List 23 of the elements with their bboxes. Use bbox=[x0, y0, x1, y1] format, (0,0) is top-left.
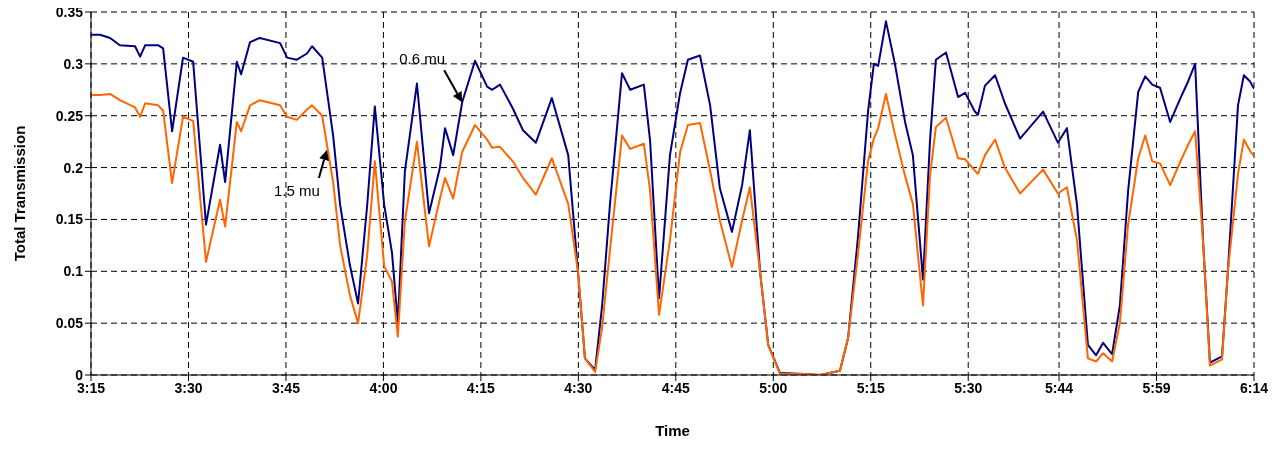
y-tick-label: 0.15 bbox=[55, 211, 84, 228]
x-tick-label: 5:59 bbox=[1142, 379, 1171, 396]
y-tick-label: 0.35 bbox=[55, 3, 84, 20]
annotation: 0.6 mu bbox=[399, 50, 446, 68]
y-tick-label: 0.3 bbox=[63, 55, 84, 72]
y-tick-label: 0.1 bbox=[63, 263, 84, 280]
x-tick-label: 4:45 bbox=[661, 379, 691, 396]
x-tick-label: 4:30 bbox=[564, 379, 593, 396]
x-tick-label: 5:30 bbox=[954, 379, 983, 396]
x-tick-label: 4:15 bbox=[466, 379, 496, 396]
x-tick-label: 4:00 bbox=[369, 379, 398, 396]
x-tick-label: 3:30 bbox=[174, 379, 203, 396]
y-tick-label: 0.25 bbox=[55, 107, 84, 124]
x-tick-label: 6:14 bbox=[1239, 379, 1269, 396]
x-axis-title: Time bbox=[655, 422, 690, 439]
x-tick-label: 5:44 bbox=[1045, 379, 1074, 396]
x-tick-label: 3:45 bbox=[271, 379, 301, 396]
y-tick-label: 0.05 bbox=[55, 315, 84, 332]
y-tick-label: 0.2 bbox=[63, 159, 84, 176]
y-axis-title: Total Transmission bbox=[11, 125, 29, 262]
x-tick-label: 5:00 bbox=[759, 379, 788, 396]
annotation: 1.5 mu bbox=[273, 181, 320, 199]
x-tick-label: 5:15 bbox=[856, 379, 885, 396]
